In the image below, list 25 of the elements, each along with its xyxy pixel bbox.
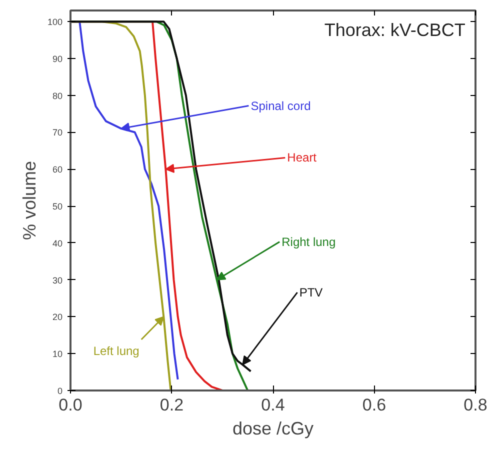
text: PTV xyxy=(299,285,323,300)
y-tick-label: 0 xyxy=(57,386,63,396)
text: Right lung xyxy=(282,234,336,249)
y-tick-label: 60 xyxy=(52,164,63,175)
x-tick-label: 0.0 xyxy=(58,396,82,414)
y-tick-label: 80 xyxy=(52,90,63,101)
y-axis-title: % volume xyxy=(19,160,40,240)
text: Spinal cord xyxy=(250,98,311,113)
y-tick-label: 100 xyxy=(47,17,63,28)
y-tick-label: 70 xyxy=(52,128,63,138)
x-tick-label: 0.2 xyxy=(160,396,184,414)
text: Left lung xyxy=(93,344,140,358)
y-tick-label: 90 xyxy=(52,54,63,64)
x-tick-label: 0.6 xyxy=(362,396,386,414)
y-tick-label: 30 xyxy=(52,275,63,286)
text: Heart xyxy=(287,150,318,165)
x-tick-label: 0.4 xyxy=(261,396,285,414)
x-tick-label: 0.8 xyxy=(464,396,488,414)
text: Thorax: kV-CBCT xyxy=(324,20,466,40)
x-axis-title: dose /cGy xyxy=(232,418,314,438)
y-tick-label: 20 xyxy=(52,312,63,322)
y-tick-label: 50 xyxy=(52,202,63,212)
line-series xyxy=(78,20,179,380)
y-tick-label: 40 xyxy=(52,238,63,248)
y-tick-label: 10 xyxy=(52,349,63,360)
